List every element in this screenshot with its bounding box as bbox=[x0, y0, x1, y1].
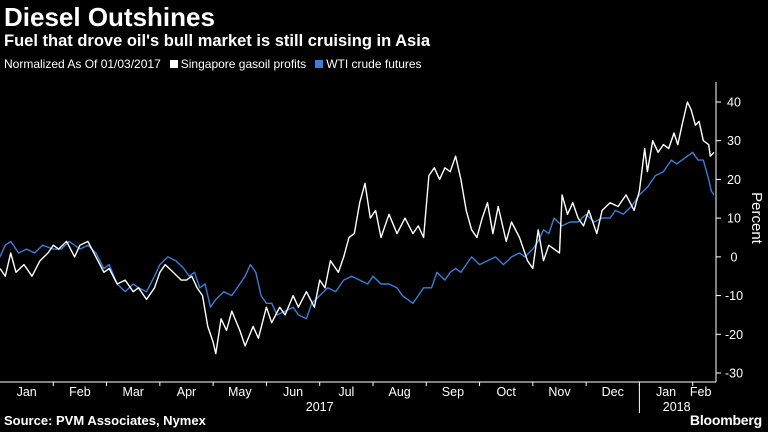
x-tick-label: Oct bbox=[496, 385, 516, 399]
legend-swatch-gasoil bbox=[169, 60, 178, 68]
legend: Normalized As Of 01/03/2017 Singapore ga… bbox=[4, 57, 422, 71]
x-tick-label: Jan bbox=[17, 385, 37, 399]
chart-subtitle: Fuel that drove oil's bull market is sti… bbox=[4, 32, 430, 50]
x-tick-label: Aug bbox=[389, 385, 411, 399]
x-tick-label: Jul bbox=[338, 385, 354, 399]
x-tick-label: Feb bbox=[69, 385, 91, 399]
y-tick-label: -10 bbox=[725, 289, 743, 303]
x-year-label: 2017 bbox=[306, 400, 334, 414]
x-tick-label: Jan bbox=[656, 385, 676, 399]
x-tick-label: Nov bbox=[548, 385, 571, 399]
x-tick-label: Feb bbox=[690, 385, 712, 399]
x-tick-label: Apr bbox=[177, 385, 196, 399]
x-tick-label: Sep bbox=[442, 385, 464, 399]
series-line-wti bbox=[0, 151, 715, 320]
y-tick-label: -20 bbox=[725, 328, 743, 342]
y-tick-label: 10 bbox=[727, 212, 741, 226]
source-note: Source: PVM Associates, Nymex bbox=[4, 413, 206, 428]
bloomberg-logo: Bloomberg bbox=[689, 412, 762, 428]
x-tick-label: Dec bbox=[602, 385, 624, 399]
legend-label-gasoil: Singapore gasoil profits bbox=[180, 57, 307, 71]
series-line-gasoil bbox=[0, 101, 715, 355]
legend-normalized-label: Normalized As Of 01/03/2017 bbox=[4, 57, 161, 71]
y-tick-label: 0 bbox=[731, 250, 738, 264]
x-tick-label: Jun bbox=[283, 385, 303, 399]
plot-lines bbox=[0, 101, 715, 355]
legend-label-wti: WTI crude futures bbox=[326, 57, 422, 71]
x-tick-label: May bbox=[228, 385, 252, 399]
x-tick-label: Mar bbox=[122, 385, 144, 399]
y-tick-label: -30 bbox=[725, 367, 743, 381]
chart-title: Diesel Outshines bbox=[4, 2, 215, 32]
y-tick-label: 30 bbox=[727, 134, 741, 148]
x-year-label: 2018 bbox=[663, 400, 691, 414]
y-axis-label: Percent bbox=[748, 192, 765, 245]
y-tick-label: 20 bbox=[727, 173, 741, 187]
y-axis: 40 30 20 10 0 -10 -20 -30 Percent bbox=[715, 82, 765, 382]
x-axis: Jan Feb Mar Apr May Jun Jul Aug Sep Oct Nov Dec Jan F… bbox=[0, 381, 716, 414]
y-tick-label: 40 bbox=[727, 96, 741, 110]
legend-swatch-wti bbox=[315, 60, 324, 68]
